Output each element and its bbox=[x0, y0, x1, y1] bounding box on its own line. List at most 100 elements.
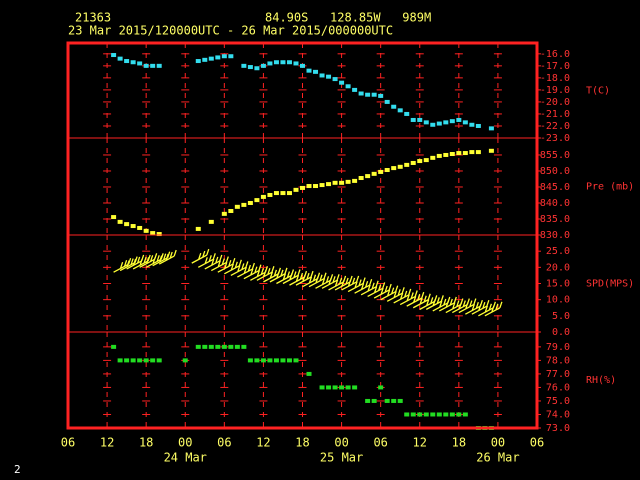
barb-shape bbox=[419, 295, 438, 310]
wind-barb bbox=[360, 280, 379, 296]
wind-barb bbox=[452, 298, 470, 314]
barb-shape bbox=[367, 282, 386, 298]
data-point bbox=[241, 344, 247, 349]
data-point bbox=[404, 111, 410, 116]
barb-shape bbox=[458, 298, 477, 314]
barb-shape bbox=[237, 262, 255, 278]
data-point bbox=[293, 358, 299, 363]
wind-barb bbox=[354, 278, 373, 294]
date-label: 24 Mar bbox=[164, 451, 207, 465]
y-tick-label: 10.0 bbox=[546, 295, 570, 306]
barb-shape bbox=[113, 257, 132, 273]
data-point bbox=[150, 63, 156, 68]
x-tick-label: 18 bbox=[139, 436, 153, 450]
data-point bbox=[228, 208, 234, 213]
wind-barb bbox=[484, 301, 503, 317]
data-point bbox=[313, 184, 319, 189]
data-point bbox=[436, 412, 442, 417]
barb-shape bbox=[328, 275, 347, 291]
data-point bbox=[111, 53, 117, 58]
barb-shape bbox=[302, 272, 321, 288]
data-point bbox=[286, 191, 292, 196]
data-point bbox=[391, 104, 397, 109]
data-point bbox=[352, 385, 358, 390]
data-point bbox=[221, 211, 227, 216]
data-point bbox=[215, 344, 221, 349]
wind-barb bbox=[132, 254, 151, 270]
wind-barb bbox=[276, 269, 295, 285]
data-point bbox=[430, 122, 436, 127]
data-point bbox=[273, 358, 279, 363]
barb-shape bbox=[347, 277, 366, 293]
barb-shape bbox=[341, 275, 360, 291]
data-point bbox=[267, 358, 273, 363]
data-point bbox=[339, 180, 345, 185]
data-point bbox=[345, 179, 351, 184]
data-point bbox=[280, 60, 286, 65]
barb-shape bbox=[432, 296, 451, 312]
y-axis-label: Pre (mb) bbox=[586, 182, 634, 193]
barb-shape bbox=[452, 298, 470, 314]
y-tick-label: 850.0 bbox=[540, 166, 570, 177]
data-point bbox=[300, 185, 305, 190]
barb-shape bbox=[295, 270, 314, 286]
barb-shape bbox=[204, 254, 223, 270]
data-point bbox=[410, 412, 416, 417]
x-tick-label: 06 bbox=[530, 436, 544, 450]
barb-shape bbox=[289, 270, 308, 286]
wind-barb bbox=[432, 296, 451, 312]
barb-shape bbox=[139, 253, 158, 268]
data-point bbox=[260, 63, 266, 68]
data-point bbox=[247, 200, 253, 205]
data-point bbox=[280, 191, 286, 196]
data-point bbox=[319, 73, 325, 78]
data-point bbox=[345, 385, 351, 390]
y-tick-label: -22.0 bbox=[540, 121, 570, 132]
barb-shape bbox=[211, 256, 229, 272]
data-point bbox=[202, 57, 208, 62]
data-point bbox=[326, 182, 332, 187]
data-point bbox=[443, 152, 449, 157]
wind-barb bbox=[308, 272, 327, 288]
wind-barb bbox=[347, 277, 366, 293]
data-point bbox=[332, 77, 338, 82]
data-point bbox=[137, 358, 143, 363]
data-point bbox=[137, 225, 143, 230]
data-point bbox=[332, 385, 338, 390]
data-point bbox=[443, 120, 449, 125]
barb-shape bbox=[269, 267, 288, 283]
data-point bbox=[423, 158, 429, 163]
wind-barb bbox=[119, 256, 138, 272]
barb-shape bbox=[334, 275, 353, 291]
data-point bbox=[202, 344, 208, 349]
y-tick-label: 835.0 bbox=[540, 214, 570, 225]
data-point bbox=[143, 63, 149, 68]
data-point bbox=[221, 54, 227, 59]
wind-barb bbox=[145, 253, 164, 268]
data-point bbox=[449, 152, 455, 157]
x-tick-label: 00 bbox=[334, 436, 348, 450]
data-point bbox=[456, 151, 462, 156]
wind-barb bbox=[334, 275, 353, 291]
data-point bbox=[371, 171, 377, 176]
wind-barb bbox=[465, 300, 483, 315]
barb-shape bbox=[126, 254, 145, 270]
barb-shape bbox=[380, 285, 399, 301]
y-axis-label: RH(%) bbox=[586, 375, 616, 386]
data-point bbox=[423, 412, 429, 417]
barb-shape bbox=[250, 266, 269, 281]
data-point bbox=[352, 178, 358, 183]
data-point bbox=[254, 358, 260, 363]
data-point bbox=[391, 166, 397, 171]
data-point bbox=[449, 119, 455, 124]
wind-barb bbox=[158, 249, 177, 265]
barb-shape bbox=[217, 257, 236, 273]
barb-shape bbox=[158, 249, 177, 265]
barb-shape bbox=[230, 261, 249, 276]
data-point bbox=[319, 183, 325, 188]
data-point bbox=[228, 344, 234, 349]
barb-shape bbox=[308, 272, 327, 288]
data-point bbox=[475, 123, 481, 128]
wind-barb bbox=[289, 270, 308, 286]
